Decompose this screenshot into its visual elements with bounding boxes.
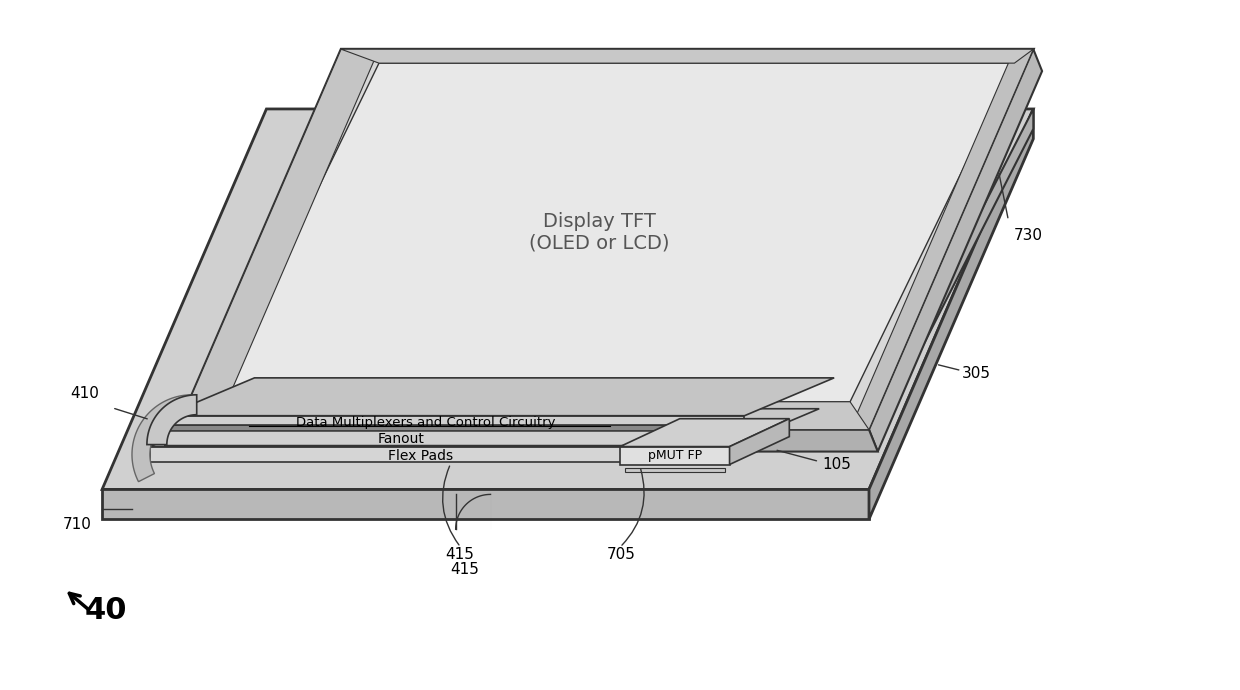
Text: 105: 105 xyxy=(822,457,851,473)
Polygon shape xyxy=(165,378,835,415)
Polygon shape xyxy=(146,395,197,444)
Polygon shape xyxy=(625,468,724,473)
Text: 710: 710 xyxy=(62,518,91,532)
Polygon shape xyxy=(165,424,744,430)
Polygon shape xyxy=(729,419,790,464)
Text: 730: 730 xyxy=(1013,228,1043,244)
Polygon shape xyxy=(620,419,790,446)
Polygon shape xyxy=(165,431,719,446)
Polygon shape xyxy=(177,49,1033,430)
Text: Flex Pads: Flex Pads xyxy=(388,448,454,462)
Polygon shape xyxy=(869,109,1033,451)
Text: 40: 40 xyxy=(84,596,126,625)
Polygon shape xyxy=(150,446,729,462)
Text: Display TFT
(OLED or LCD): Display TFT (OLED or LCD) xyxy=(529,212,670,253)
Polygon shape xyxy=(102,489,869,520)
Text: Fanout: Fanout xyxy=(377,432,424,446)
Polygon shape xyxy=(869,49,1042,451)
Polygon shape xyxy=(131,395,192,482)
Polygon shape xyxy=(177,430,878,451)
Text: 410: 410 xyxy=(71,386,99,401)
Polygon shape xyxy=(102,109,1033,489)
Polygon shape xyxy=(851,49,1033,430)
Polygon shape xyxy=(341,49,1033,63)
Text: 705: 705 xyxy=(608,547,636,562)
Text: Data Multiplexers and Control Circuitry: Data Multiplexers and Control Circuitry xyxy=(296,416,556,429)
Text: 305: 305 xyxy=(961,366,991,381)
Polygon shape xyxy=(177,402,869,430)
Text: 415: 415 xyxy=(450,562,480,577)
Polygon shape xyxy=(215,63,1014,402)
Text: pMUT FP: pMUT FP xyxy=(647,449,702,462)
Polygon shape xyxy=(620,446,729,464)
Text: 415: 415 xyxy=(445,547,475,562)
Polygon shape xyxy=(165,415,744,424)
Polygon shape xyxy=(165,393,790,431)
Polygon shape xyxy=(150,408,820,446)
Polygon shape xyxy=(177,49,379,430)
Polygon shape xyxy=(869,109,1033,520)
